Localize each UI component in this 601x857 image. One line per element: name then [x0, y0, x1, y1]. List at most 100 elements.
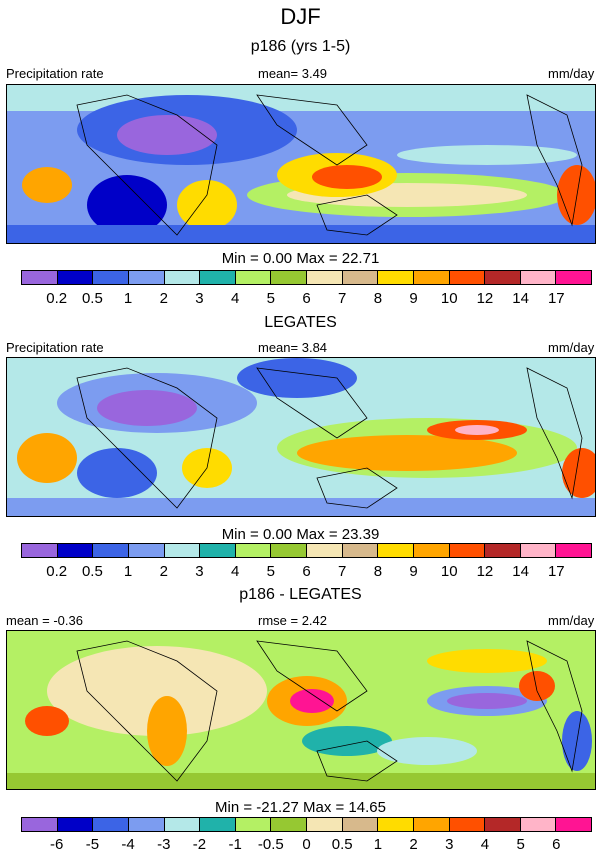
colorbar-tick-label: -3	[157, 836, 171, 853]
colorbar-swatch	[413, 271, 450, 284]
colorbar-tick-label: 12	[476, 290, 494, 307]
colorbar-swatch	[449, 271, 486, 284]
panel-3-rmse-label: rmse = 2.42	[258, 613, 328, 628]
panel-2-units-label: mm/day	[548, 340, 595, 355]
colorbar-swatch	[342, 271, 379, 284]
panel-3-map	[6, 630, 596, 790]
colorbar-tick-label: 0	[302, 836, 311, 853]
panel-2-colorbar-ticks: 0.2 0.5 1 2 3 4 5 6 7 8 9 10 12 14 17	[21, 563, 592, 581]
colorbar-tick-label: 8	[373, 290, 383, 307]
colorbar-swatch	[556, 818, 591, 831]
colorbar-tick-label: 3	[445, 836, 454, 853]
colorbar-tick-label: -5	[85, 836, 100, 853]
colorbar-swatch	[128, 271, 165, 284]
colorbar-swatch	[22, 818, 58, 831]
colorbar-swatch	[485, 818, 521, 831]
panel-1-variable-label: Precipitation rate	[6, 66, 104, 81]
panel-3-title: p186 - LEGATES	[239, 586, 362, 603]
colorbar-swatch	[342, 544, 379, 557]
colorbar-swatch	[307, 544, 343, 557]
colorbar-swatch	[520, 544, 557, 557]
colorbar-swatch	[164, 544, 201, 557]
colorbar-tick-label: 1	[373, 836, 383, 853]
colorbar-tick-label: 5	[266, 563, 275, 580]
colorbar-swatch	[378, 818, 414, 831]
colorbar-swatch	[57, 818, 94, 831]
colorbar-tick-label: 17	[547, 563, 565, 580]
colorbar-swatch	[93, 818, 129, 831]
colorbar-tick-label: 4	[230, 563, 240, 580]
colorbar-tick-label: 6	[552, 836, 561, 853]
colorbar-tick-label: 6	[302, 563, 311, 580]
colorbar-tick-label: 9	[409, 290, 418, 307]
colorbar-swatch	[235, 544, 272, 557]
colorbar-tick-label: 10	[440, 563, 458, 580]
colorbar-tick-label: 4	[480, 836, 490, 853]
colorbar-tick-label: -0.5	[257, 836, 284, 853]
colorbar-tick-label: -4	[121, 836, 135, 853]
colorbar-tick-label: 1	[123, 290, 133, 307]
colorbar-swatch	[307, 818, 343, 831]
colorbar-swatch	[128, 544, 165, 557]
colorbar-swatch	[449, 544, 486, 557]
panel-2-variable-label: Precipitation rate	[6, 340, 104, 355]
colorbar-tick-label: 12	[476, 563, 494, 580]
colorbar-tick-label: 0.5	[81, 563, 103, 580]
colorbar-tick-label: -6	[50, 836, 64, 853]
panel-3-colorbar	[21, 817, 592, 832]
panel-1-title: p186 (yrs 1-5)	[250, 38, 351, 55]
panel-1-minmax: Min = 0.00 Max = 22.71	[221, 250, 380, 267]
colorbar-swatch	[271, 544, 307, 557]
colorbar-swatch	[200, 271, 236, 284]
colorbar-swatch	[235, 271, 272, 284]
colorbar-tick-label: 2	[409, 836, 418, 853]
colorbar-tick-label: 2	[159, 290, 168, 307]
colorbar-swatch	[200, 818, 236, 831]
colorbar-swatch	[93, 271, 129, 284]
panel-3-units-label: mm/day	[548, 613, 595, 628]
colorbar-swatch	[413, 818, 450, 831]
colorbar-tick-label: 3	[195, 563, 204, 580]
panel-3-mean-label: mean = -0.36	[6, 613, 83, 628]
colorbar-tick-label: 0.2	[46, 290, 68, 307]
colorbar-swatch	[93, 544, 129, 557]
panel-1-map	[6, 84, 596, 244]
colorbar-swatch	[520, 818, 557, 831]
colorbar-swatch	[128, 818, 165, 831]
panel-2-map	[6, 357, 596, 517]
colorbar-swatch	[164, 271, 201, 284]
panel-2-minmax: Min = 0.00 Max = 23.39	[221, 526, 380, 543]
colorbar-tick-label: 6	[302, 290, 311, 307]
figure-title: DJF	[280, 4, 321, 29]
panel-3-minmax: Min = -21.27 Max = 14.65	[215, 799, 386, 816]
colorbar-swatch	[485, 271, 521, 284]
panel-3-colorbar-ticks: -6 -5 -4 -3 -2 -1 -0.5 0 0.5 1 2 3 4 5 6	[21, 836, 592, 854]
colorbar-tick-label: 8	[373, 563, 383, 580]
colorbar-tick-label: 5	[516, 836, 525, 853]
colorbar-tick-label: 2	[159, 563, 168, 580]
colorbar-swatch	[57, 271, 94, 284]
panel-1-units-label: mm/day	[548, 66, 595, 81]
colorbar-swatch	[520, 271, 557, 284]
colorbar-tick-label: 7	[338, 290, 347, 307]
colorbar-tick-label: 14	[512, 290, 529, 307]
panel-2-title: LEGATES	[264, 314, 337, 331]
colorbar-swatch	[449, 818, 486, 831]
colorbar-swatch	[556, 544, 591, 557]
colorbar-swatch	[22, 544, 58, 557]
colorbar-tick-label: 14	[512, 563, 529, 580]
colorbar-tick-label: 1	[123, 563, 133, 580]
colorbar-swatch	[271, 818, 307, 831]
colorbar-tick-label: 0.2	[46, 563, 68, 580]
colorbar-swatch	[307, 271, 343, 284]
colorbar-tick-label: 0.5	[81, 290, 103, 307]
panel-1-colorbar	[21, 270, 592, 285]
colorbar-swatch	[200, 544, 236, 557]
colorbar-swatch	[57, 544, 94, 557]
colorbar-swatch	[556, 271, 591, 284]
colorbar-swatch	[378, 271, 414, 284]
colorbar-tick-label: 9	[409, 563, 418, 580]
colorbar-tick-label: 4	[230, 290, 240, 307]
panel-2-colorbar	[21, 543, 592, 558]
colorbar-swatch	[164, 818, 201, 831]
